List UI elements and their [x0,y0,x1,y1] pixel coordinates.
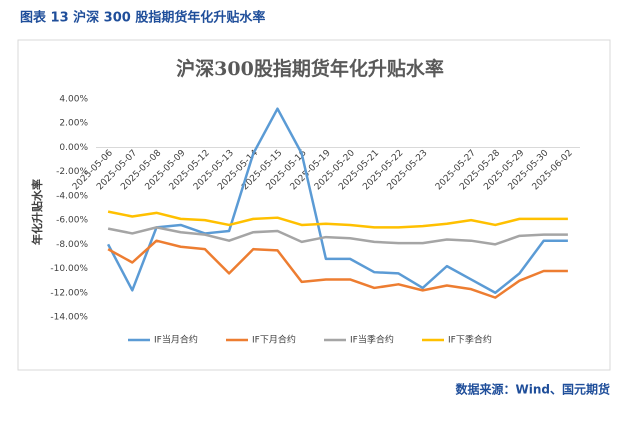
legend-label: IF当季合约 [350,334,394,346]
y-tick-label: -4.00% [56,191,88,201]
y-tick-label: 4.00% [59,95,88,105]
source: 数据来源：Wind、国元期货 [456,382,610,397]
series-line [107,210,568,229]
y-tick-label: 2.00% [59,119,88,129]
legend-label: IF下月合约 [252,334,296,346]
y-tick-label: -2.00% [56,167,88,177]
y-tick-label: 0.00% [59,143,88,153]
y-tick-label: -12.00% [50,288,88,298]
chart-title: 沪深300股指期货年化升贴水率 [176,57,444,80]
legend-label: IF下季合约 [448,334,492,346]
y-tick-label: -14.00% [50,313,88,323]
series-line [107,226,568,246]
caption: 图表 13 沪深 300 股指期货年化升贴水率 [20,10,265,26]
series-line [106,107,568,295]
series-line [107,239,568,299]
legend-label: IF当月合约 [154,334,198,346]
y-axis-label: 年化升贴水率 [30,179,44,245]
y-tick-label: -10.00% [50,264,88,274]
y-tick-label: -6.00% [56,216,88,226]
y-tick-label: -8.00% [56,240,88,250]
